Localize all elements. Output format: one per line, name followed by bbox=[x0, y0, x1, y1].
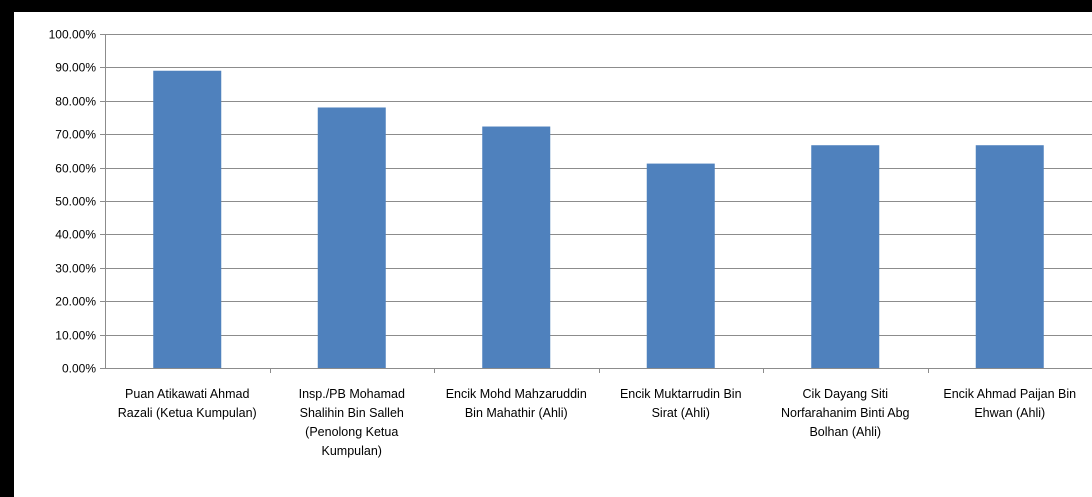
gridlines bbox=[105, 34, 1092, 336]
bar bbox=[317, 107, 386, 368]
y-tick-label: 40.00% bbox=[55, 228, 96, 242]
bar bbox=[811, 145, 880, 368]
x-tick-label: Puan Atikawati Ahmad Razali (Ketua Kumpul… bbox=[118, 387, 257, 420]
y-axis-ticks: 0.00% 10.00% 20.00% 30.00% 40.00% 50.00% 60.00… bbox=[49, 28, 105, 376]
y-tick-label: 100.00% bbox=[49, 28, 97, 42]
x-tick-label: Encik Muktarrudin Bin Sirat (Ahli) bbox=[620, 387, 742, 420]
bar bbox=[482, 126, 551, 368]
x-tick-label: Encik Ahmad Paijan Bin Ehwan (Ahli) bbox=[943, 387, 1076, 420]
y-tick-label: 70.00% bbox=[55, 128, 96, 142]
bar bbox=[646, 163, 715, 368]
y-tick-label: 10.00% bbox=[55, 329, 96, 343]
y-tick-label: 30.00% bbox=[55, 262, 96, 276]
axes bbox=[105, 34, 1092, 373]
x-tick-label: Insp./PB Mohamad Shalihin Bin Salleh (Peno… bbox=[299, 387, 405, 458]
y-tick-label: 50.00% bbox=[55, 195, 96, 209]
bar bbox=[975, 145, 1044, 368]
y-tick-label: 80.00% bbox=[55, 95, 96, 109]
y-tick-label: 0.00% bbox=[62, 362, 96, 376]
x-tick-label: Cik Dayang Siti Norfarahanim Binti Abg Bol… bbox=[781, 387, 910, 439]
chart-area: 0.00% 10.00% 20.00% 30.00% 40.00% 50.00% 60.00… bbox=[14, 12, 1092, 497]
x-axis-labels: Puan Atikawati Ahmad Razali (Ketua Kumpul… bbox=[118, 387, 1076, 458]
x-tick-label: Encik Mohd Mahzaruddin Bin Mahathir (Ahli… bbox=[446, 387, 587, 420]
bar-chart: 0.00% 10.00% 20.00% 30.00% 40.00% 50.00% 60.00… bbox=[49, 28, 1092, 458]
bar bbox=[153, 70, 222, 369]
y-tick-label: 20.00% bbox=[55, 295, 96, 309]
bars bbox=[153, 70, 1044, 369]
y-tick-label: 60.00% bbox=[55, 162, 96, 176]
y-tick-label: 90.00% bbox=[55, 61, 96, 75]
